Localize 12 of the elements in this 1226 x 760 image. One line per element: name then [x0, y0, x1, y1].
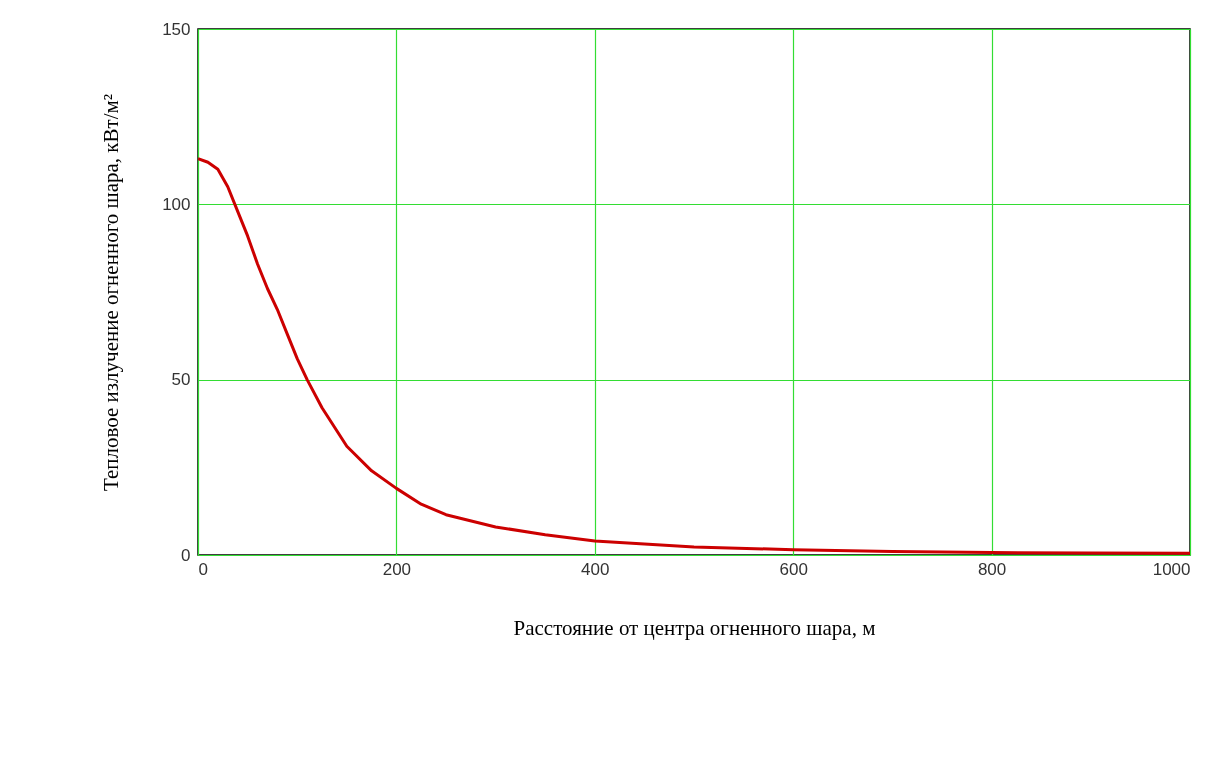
y-tick-label: 0: [181, 545, 191, 565]
y-tick-label: 50: [171, 370, 191, 390]
x-tick-label: 600: [779, 559, 808, 579]
x-tick-label: 800: [977, 559, 1007, 579]
y-tick-label: 100: [162, 194, 191, 214]
y-tick-label: 150: [162, 19, 191, 39]
x-tick-label: 400: [581, 559, 610, 579]
x-tick-label: 200: [382, 559, 412, 579]
x-tick-label: 0: [198, 559, 208, 579]
y-axis-title: Тепловое излучение огненного шара, кВт/м²: [99, 93, 124, 492]
x-axis-title: Расстояние от центра огненного шара, м: [513, 615, 876, 640]
x-tick-label: 1000: [1152, 559, 1191, 579]
